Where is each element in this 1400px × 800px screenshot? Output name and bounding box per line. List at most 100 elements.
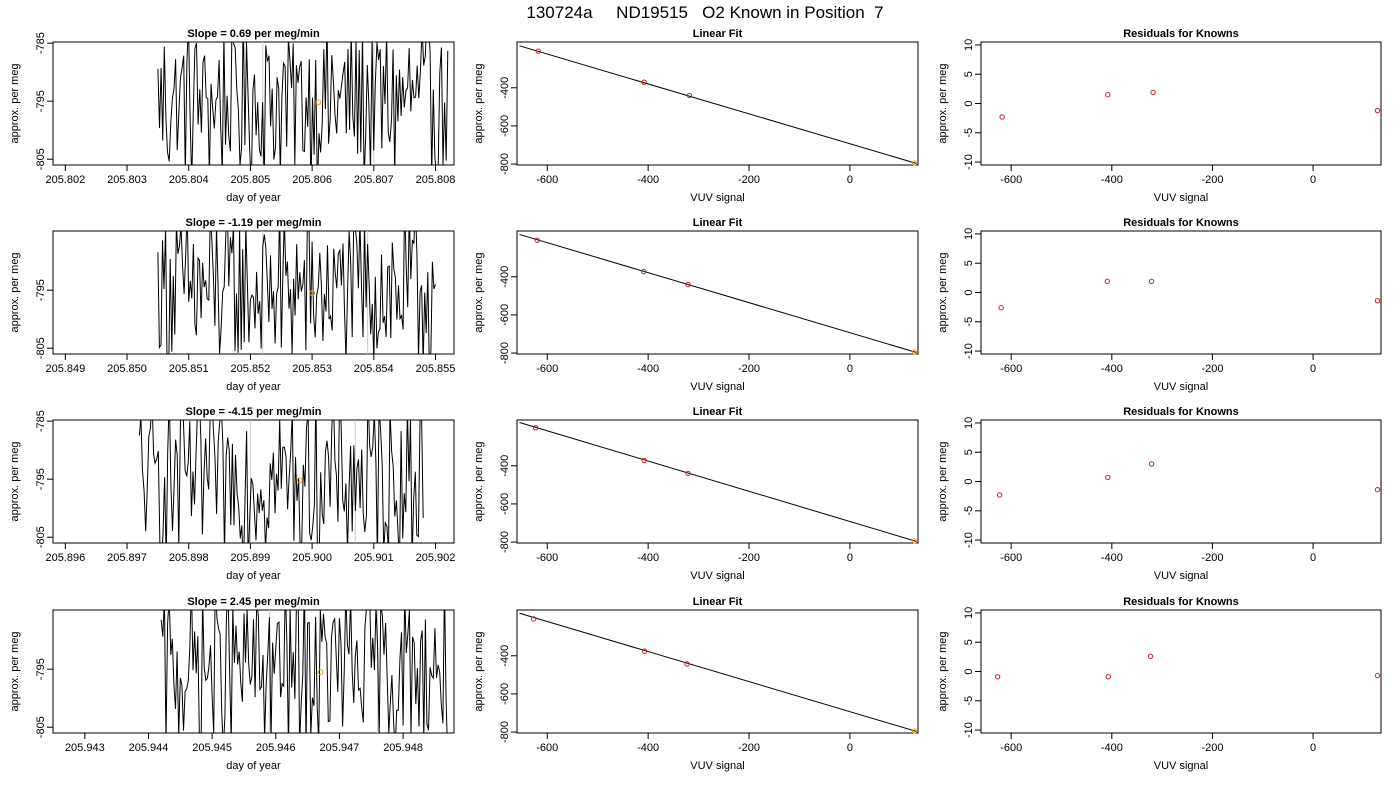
linear-fit-xtick-label: -600 bbox=[536, 552, 558, 564]
residuals-xtick-label: -400 bbox=[1101, 174, 1123, 186]
residuals-ylabel: approx. per meg bbox=[937, 63, 949, 143]
residuals-title: Residuals for Knowns bbox=[1123, 596, 1239, 608]
known-point bbox=[641, 79, 647, 85]
residuals-ytick-label: -10 bbox=[963, 722, 975, 738]
residuals-ytick-label: 5 bbox=[963, 71, 975, 77]
residuals-xtick-label: -200 bbox=[1201, 363, 1223, 375]
residuals-xlabel: VUV signal bbox=[1154, 760, 1208, 772]
time-series-plot-area bbox=[157, 231, 436, 354]
residuals-panel: -600 -400 -200 0 10 5 0 -5 -10 Residuals for Know… bbox=[937, 28, 1382, 204]
sample-point bbox=[911, 349, 918, 355]
time-series-ytick-label: -805 bbox=[35, 148, 47, 170]
residual-point bbox=[1374, 487, 1381, 493]
residuals-panel: -600 -400 -200 0 10 5 0 -5 -10 Residuals for Know… bbox=[937, 217, 1382, 393]
linear-fit-ylabel: approx. per meg bbox=[473, 252, 485, 332]
residuals-ytick-label: -5 bbox=[963, 128, 975, 138]
residuals-frame bbox=[980, 609, 1382, 734]
known-point bbox=[685, 470, 691, 477]
time-series-xtick-label: 205.943 bbox=[65, 742, 105, 754]
known-point bbox=[684, 661, 690, 667]
linear-fit-ytick-label: -600 bbox=[499, 683, 511, 705]
linear-fit-xtick-label: 0 bbox=[847, 742, 853, 754]
residuals-ylabel: approx. per meg bbox=[937, 441, 949, 521]
residuals-xtick-label: -400 bbox=[1101, 742, 1123, 754]
time-series-frame bbox=[52, 41, 455, 166]
known-point bbox=[641, 648, 648, 654]
linear-fit-xlabel: VUV signal bbox=[690, 192, 744, 204]
time-series-xtick-label: 205.897 bbox=[107, 552, 147, 564]
linear-fit-xlabel: VUV signal bbox=[690, 760, 744, 772]
sample-point bbox=[911, 538, 918, 544]
time-series-panel: 205.896 205.897 205.898 205.899 205.900 205.9… bbox=[9, 406, 456, 582]
linear-fit-xtick-label: -400 bbox=[637, 552, 659, 564]
residual-point bbox=[1374, 107, 1381, 114]
sample-point bbox=[911, 160, 918, 166]
residuals-panel: -600 -400 -200 0 10 5 0 -5 -10 Residuals for Know… bbox=[937, 406, 1382, 582]
sample-point bbox=[911, 728, 918, 734]
linear-fit-title: Linear Fit bbox=[693, 217, 743, 229]
residuals-xtick-label: -600 bbox=[1000, 174, 1022, 186]
time-series-xtick-label: 205.807 bbox=[354, 174, 394, 186]
residuals-ytick-label: -5 bbox=[963, 696, 975, 706]
residuals-xtick-label: -400 bbox=[1101, 552, 1123, 564]
residual-point bbox=[994, 674, 1001, 680]
residuals-title: Residuals for Knowns bbox=[1123, 406, 1239, 418]
time-series-xtick-label: 205.802 bbox=[45, 174, 85, 186]
residuals-ytick-label: 10 bbox=[963, 228, 975, 240]
linear-fit-xtick-label: 0 bbox=[847, 552, 853, 564]
time-series-ylabel: approx. per meg bbox=[9, 631, 21, 711]
linear-fit-frame bbox=[516, 419, 919, 544]
residuals-frame bbox=[980, 230, 1382, 355]
time-series-xtick-label: 205.899 bbox=[231, 552, 271, 564]
residuals-title: Residuals for Knowns bbox=[1123, 217, 1239, 229]
time-series-xtick-label: 205.850 bbox=[107, 363, 147, 375]
residuals-ytick-label: -10 bbox=[963, 154, 975, 170]
known-point bbox=[532, 425, 539, 431]
time-series-panel: 205.943 205.944 205.945 205.946 205.947 205.9… bbox=[9, 596, 455, 772]
residuals-xtick-label: -600 bbox=[1000, 363, 1022, 375]
residuals-xtick-label: 0 bbox=[1310, 363, 1316, 375]
known-point bbox=[685, 281, 691, 288]
time-series-xtick-label: 205.808 bbox=[416, 174, 456, 186]
linear-fit-ytick-label: -800 bbox=[499, 153, 511, 175]
residuals-ytick-label: 10 bbox=[963, 417, 975, 429]
time-series-ytick-label: -795 bbox=[35, 468, 47, 490]
residuals-ylabel: approx. per meg bbox=[937, 252, 949, 332]
mean-marker bbox=[317, 669, 324, 676]
residuals-xtick-label: -600 bbox=[1000, 742, 1022, 754]
time-series-plot-area bbox=[160, 610, 448, 733]
residuals-xtick-label: 0 bbox=[1310, 742, 1316, 754]
linear-fit-title: Linear Fit bbox=[693, 596, 743, 608]
known-point bbox=[534, 237, 540, 243]
residual-point bbox=[1148, 278, 1155, 285]
time-series-plot-area bbox=[138, 420, 424, 543]
mean-marker bbox=[309, 290, 316, 297]
time-series-frame bbox=[52, 230, 455, 355]
residual-point bbox=[998, 305, 1004, 311]
known-point bbox=[530, 616, 537, 622]
linear-fit-xtick-label: -400 bbox=[637, 742, 659, 754]
time-series-ylabel: approx. per meg bbox=[9, 252, 21, 332]
residuals-ytick-label: -5 bbox=[963, 317, 975, 327]
time-series-xtick-label: 205.902 bbox=[416, 552, 456, 564]
time-series-ytick-label: -795 bbox=[35, 658, 47, 680]
time-series-title: Slope = 2.45 per meg/min bbox=[187, 596, 320, 608]
linear-fit-frame bbox=[516, 41, 919, 166]
linear-fit-xtick-label: -600 bbox=[536, 742, 558, 754]
mean-marker bbox=[315, 99, 322, 106]
linear-fit-ytick-label: -800 bbox=[499, 342, 511, 364]
linear-fit-xtick-label: -400 bbox=[637, 363, 659, 375]
time-series-xtick-label: 205.803 bbox=[107, 174, 147, 186]
linear-fit-xlabel: VUV signal bbox=[690, 570, 744, 582]
residual-point bbox=[1104, 278, 1110, 285]
residuals-ytick-label: 0 bbox=[963, 668, 975, 674]
residuals-xtick-label: 0 bbox=[1310, 174, 1316, 186]
residuals-ytick-label: 0 bbox=[963, 289, 975, 295]
linear-fit-panel: -600 -400 -200 0 -400 -600 -800 Linear Fit VUV s… bbox=[473, 28, 919, 204]
linear-fit-panel: -600 -400 -200 0 -400 -600 -800 Linear Fit VUV s… bbox=[473, 596, 919, 772]
time-series-ytick-label: -785 bbox=[35, 32, 47, 54]
linear-fit-xtick-label: -200 bbox=[738, 552, 760, 564]
main-title: 130724a ND19515 O2 Known in Position 7 bbox=[526, 3, 883, 22]
time-series-ytick-label: -805 bbox=[35, 337, 47, 359]
